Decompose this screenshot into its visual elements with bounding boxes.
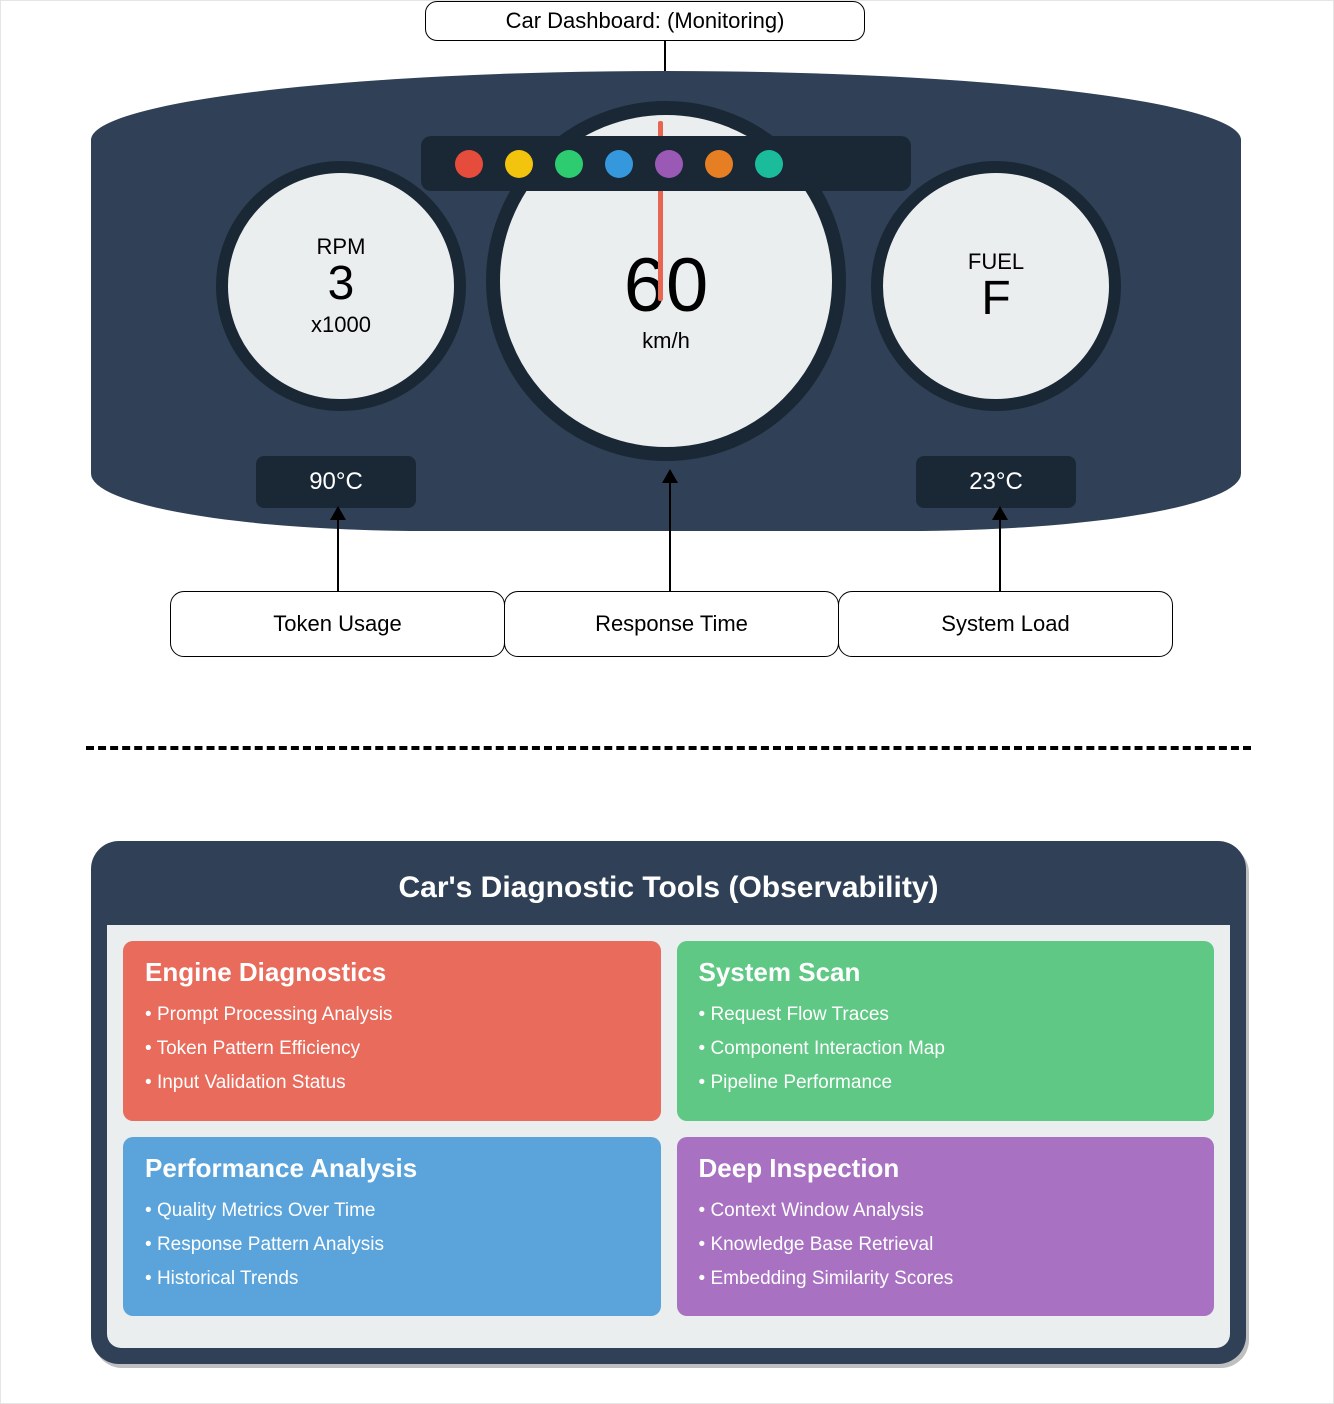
diag-card-list: Request Flow TracesComponent Interaction…	[699, 998, 1193, 1101]
indicator-light-3	[605, 150, 633, 178]
diag-card-item: Embedding Similarity Scores	[699, 1262, 1193, 1296]
arrow-token-usage-head	[330, 506, 346, 520]
temp-readout-right: 23°C	[916, 456, 1076, 508]
arrow-system-load-line	[999, 518, 1001, 591]
gauge-fuel-value: F	[981, 275, 1010, 323]
arrow-response-time-line	[669, 481, 671, 591]
diag-card-title: Performance Analysis	[145, 1153, 639, 1184]
diagnostics-grid: Engine Diagnostics Prompt Processing Anal…	[107, 925, 1230, 1332]
diag-card-title: Deep Inspection	[699, 1153, 1193, 1184]
indicator-light-0	[455, 150, 483, 178]
diag-card-1: System Scan Request Flow TracesComponent …	[677, 941, 1215, 1121]
temp-left-value: 90°C	[309, 468, 363, 496]
gauge-speed-value: 60	[624, 248, 709, 324]
temp-readout-left: 90°C	[256, 456, 416, 508]
label-response-time-text: Response Time	[595, 611, 748, 637]
indicator-light-2	[555, 150, 583, 178]
arrow-response-time-head	[662, 469, 678, 483]
gauge-speed-sub: km/h	[642, 328, 690, 354]
gauge-rpm: RPM 3 x1000	[216, 161, 466, 411]
page: Car Dashboard: (Monitoring) RPM 3 x1000 …	[0, 0, 1334, 1404]
label-token-usage-text: Token Usage	[273, 611, 401, 637]
diagnostics-title: Car's Diagnostic Tools (Observability)	[107, 857, 1230, 925]
diag-card-item: Pipeline Performance	[699, 1066, 1193, 1100]
diag-card-item: Quality Metrics Over Time	[145, 1194, 639, 1228]
label-token-usage: Token Usage	[170, 591, 505, 657]
diag-card-item: Component Interaction Map	[699, 1032, 1193, 1066]
indicator-light-1	[505, 150, 533, 178]
diag-card-item: Request Flow Traces	[699, 998, 1193, 1032]
diag-card-item: Input Validation Status	[145, 1066, 639, 1100]
diag-card-title: Engine Diagnostics	[145, 957, 639, 988]
indicator-light-6	[755, 150, 783, 178]
diag-card-item: Response Pattern Analysis	[145, 1228, 639, 1262]
gauge-rpm-sub: x1000	[311, 312, 371, 338]
label-response-time: Response Time	[504, 591, 839, 657]
diagnostics-panel: Car's Diagnostic Tools (Observability) E…	[91, 841, 1246, 1364]
diagnostics-inner: Car's Diagnostic Tools (Observability) E…	[107, 857, 1230, 1348]
arrow-system-load-head	[992, 506, 1008, 520]
diag-card-item: Knowledge Base Retrieval	[699, 1228, 1193, 1262]
diag-card-title: System Scan	[699, 957, 1193, 988]
diag-card-list: Prompt Processing AnalysisToken Pattern …	[145, 998, 639, 1101]
gauge-rpm-value: 3	[328, 260, 355, 308]
indicator-light-4	[655, 150, 683, 178]
diag-card-list: Context Window AnalysisKnowledge Base Re…	[699, 1194, 1193, 1297]
top-label-box: Car Dashboard: (Monitoring)	[425, 1, 865, 41]
section-divider	[86, 746, 1251, 750]
diag-card-3: Deep Inspection Context Window AnalysisKn…	[677, 1137, 1215, 1317]
bottom-label-row: Token Usage Response Time System Load	[171, 591, 1173, 657]
diag-card-item: Token Pattern Efficiency	[145, 1032, 639, 1066]
diag-card-2: Performance Analysis Quality Metrics Over…	[123, 1137, 661, 1317]
diag-card-item: Prompt Processing Analysis	[145, 998, 639, 1032]
diag-card-item: Context Window Analysis	[699, 1194, 1193, 1228]
label-system-load: System Load	[838, 591, 1173, 657]
temp-right-value: 23°C	[969, 468, 1023, 496]
diag-card-list: Quality Metrics Over TimeResponse Patter…	[145, 1194, 639, 1297]
label-system-load-text: System Load	[941, 611, 1069, 637]
arrow-token-usage-line	[337, 518, 339, 591]
diag-card-item: Historical Trends	[145, 1262, 639, 1296]
indicator-light-bar	[421, 136, 911, 191]
diag-card-0: Engine Diagnostics Prompt Processing Anal…	[123, 941, 661, 1121]
indicator-light-5	[705, 150, 733, 178]
gauge-fuel: FUEL F	[871, 161, 1121, 411]
top-label-text: Car Dashboard: (Monitoring)	[506, 8, 785, 34]
